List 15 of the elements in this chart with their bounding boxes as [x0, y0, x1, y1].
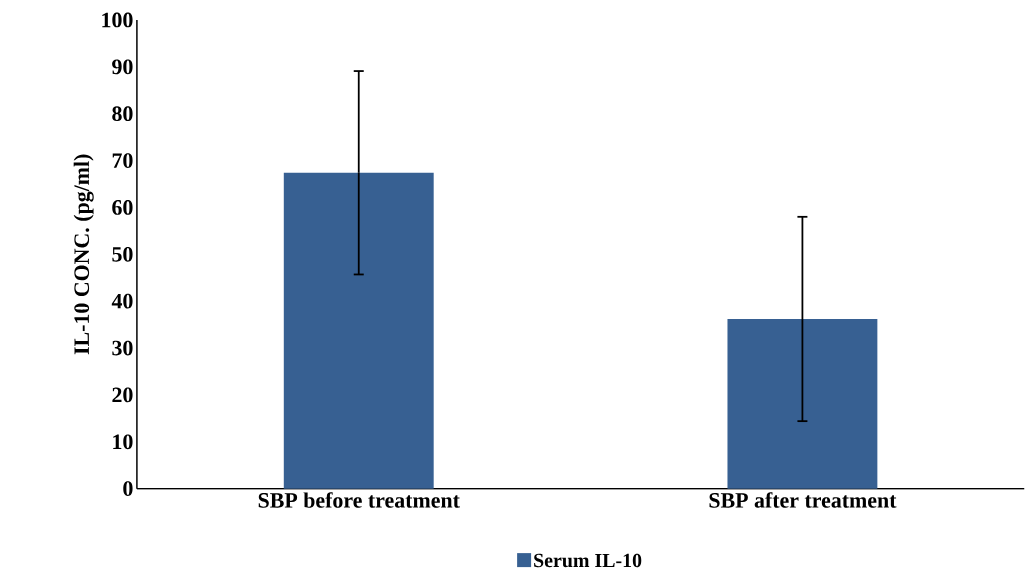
y-tick-label: 60 — [112, 200, 133, 216]
y-tick-label: 80 — [112, 106, 133, 122]
y-axis-title: IL-10 CONC. (pg/ml) — [73, 154, 94, 355]
y-tick-label: 40 — [111, 294, 133, 309]
y-tick-label: 90 — [112, 59, 133, 75]
y-tick-label: 100 — [102, 12, 133, 28]
y-tick-label: 30 — [112, 340, 133, 356]
y-tick-label: 70 — [112, 153, 133, 169]
y-tick-label: 0 — [123, 481, 133, 497]
legend-label: Serum IL-10 — [534, 553, 642, 568]
y-tick-label: 10 — [113, 434, 133, 450]
y-tick-label: 20 — [112, 387, 133, 403]
x-tick-label: SBP before treatment — [258, 492, 460, 509]
y-tick-label: 50 — [112, 247, 133, 262]
x-tick-label: SBP after treatment — [709, 492, 897, 509]
